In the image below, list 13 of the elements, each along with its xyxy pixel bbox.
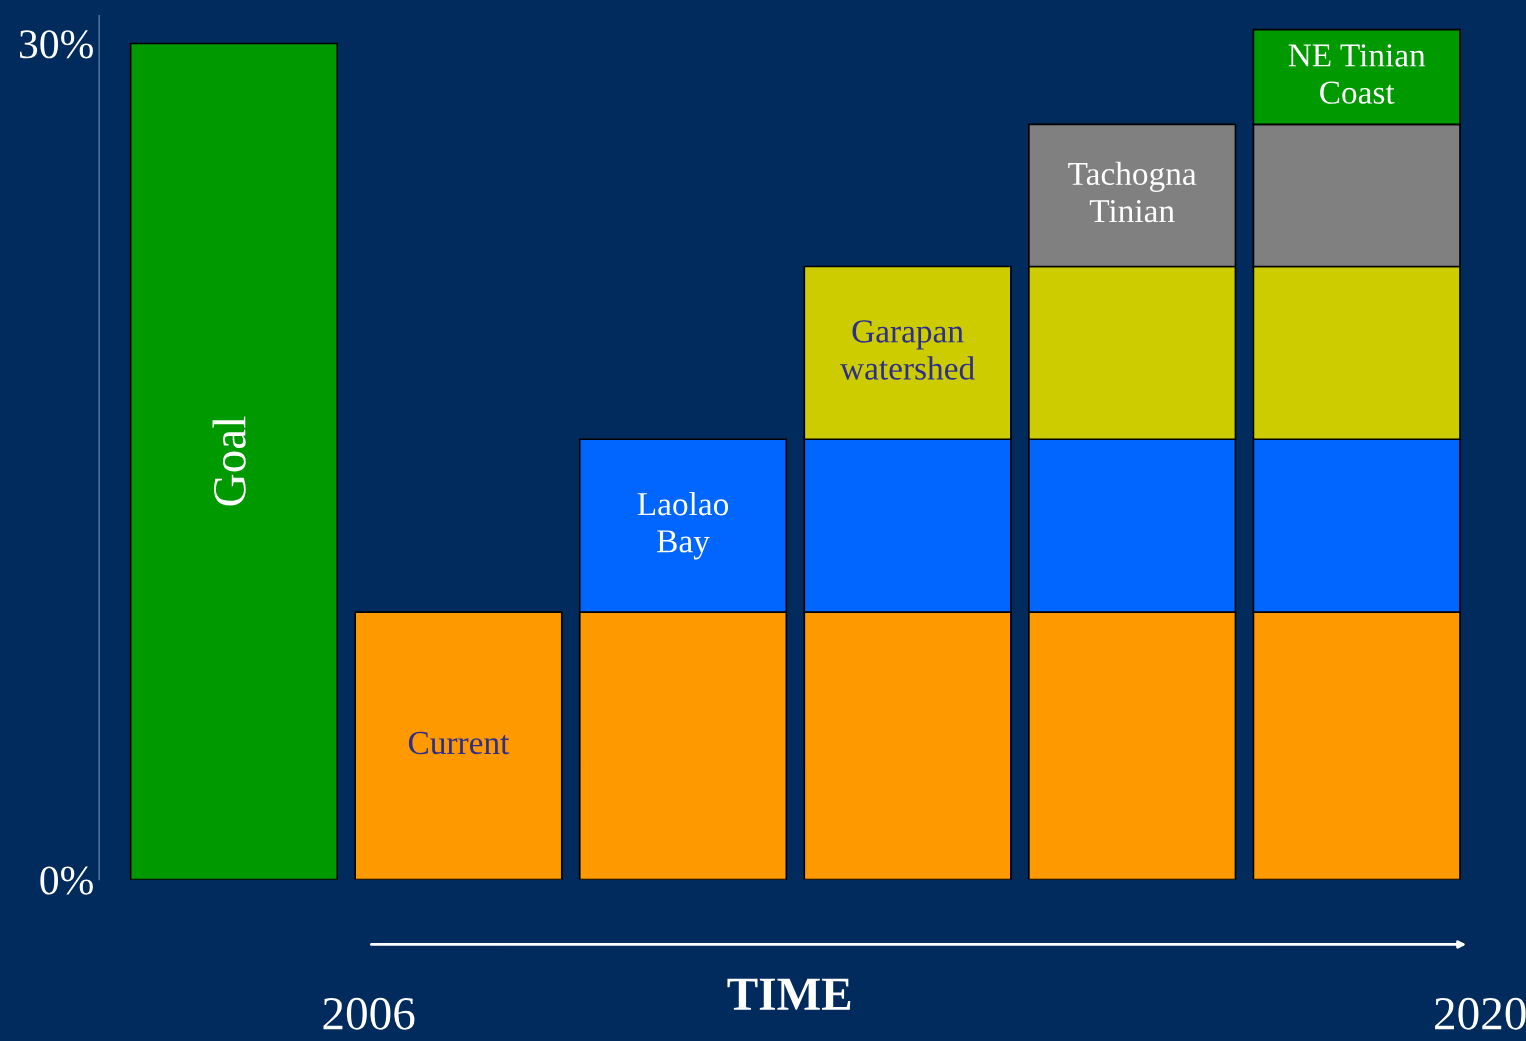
bar xyxy=(354,611,563,880)
text: 2006 xyxy=(323,997,415,1030)
series-label: Tachogna Tinian xyxy=(1068,161,1197,223)
series-label: Laolao Bay xyxy=(637,491,729,560)
series-label: NE Tinian Coast xyxy=(1288,44,1426,104)
y-tick-label: 0% xyxy=(40,866,93,895)
y-tick-label: 30% xyxy=(19,30,93,59)
x-axis-title: TIME xyxy=(727,978,851,1010)
series-label: Current xyxy=(408,731,510,755)
series-label: Goal xyxy=(212,416,246,506)
series-label: Garapan watershed xyxy=(840,320,975,380)
bar xyxy=(129,42,339,880)
text: 2020 xyxy=(1435,997,1526,1030)
